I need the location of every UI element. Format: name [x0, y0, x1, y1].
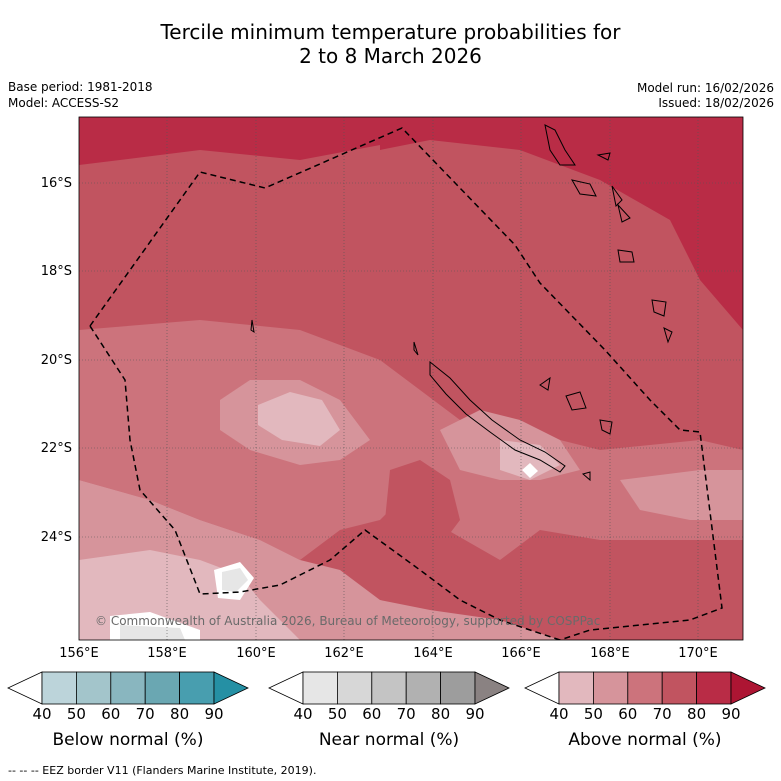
colorbar-cell [110, 671, 146, 705]
colorbar-cell [696, 671, 732, 705]
colorbar-tick-label: 90 [204, 705, 224, 723]
colorbar-tick-label: 80 [687, 705, 707, 723]
colorbar-cell [661, 671, 698, 705]
colorbar-high-arrow [213, 671, 249, 705]
lon-tick-160e: 160°E [236, 646, 276, 661]
lon-tick-166e: 166°E [501, 646, 541, 661]
colorbar-cell [302, 671, 338, 705]
colorbar-tick-label: 40 [293, 705, 313, 723]
colorbar-tick-label: 70 [396, 705, 416, 723]
lon-tick-170e: 170°E [678, 646, 718, 661]
lat-tick-18s: 18°S [40, 264, 72, 279]
issued-date: Issued: 18/02/2026 [658, 96, 774, 110]
lon-tick-156e: 156°E [59, 646, 99, 661]
colorbar-low-arrow [268, 671, 304, 705]
colorbar-cell [440, 671, 476, 705]
map-title-line1: Tercile minimum temperature probabilitie… [160, 20, 621, 44]
eez-border [89, 127, 723, 640]
coastlines [250, 124, 673, 482]
colorbar-tick-label: 50 [66, 705, 86, 723]
colorbar-tick-label: 70 [135, 705, 155, 723]
lon-tick-164e: 164°E [413, 646, 453, 661]
colorbar-group [7, 671, 766, 705]
colorbar-tick-label: 60 [362, 705, 382, 723]
lat-tick-24s: 24°S [40, 530, 72, 545]
colorbar-cell [627, 671, 663, 705]
lon-tick-162e: 162°E [324, 646, 364, 661]
map-frame [78, 116, 744, 641]
colorbar-tick-label: 50 [583, 705, 603, 723]
colorbar-tick-label: 90 [721, 705, 741, 723]
colorbar-cell [144, 671, 180, 705]
colorbar-tick-label: 40 [549, 705, 569, 723]
colorbar-cell [41, 671, 77, 705]
colorbar-title: Below normal (%) [52, 730, 204, 750]
colorbar-tick-label: 60 [618, 705, 638, 723]
probability-fields [79, 117, 743, 640]
colorbar-tick-label: 80 [431, 705, 451, 723]
colorbar-cell [179, 671, 215, 705]
colorbar-cell [76, 671, 112, 705]
model-name: Model: ACCESS-S2 [8, 96, 120, 110]
colorbar-tick-label: 90 [465, 705, 485, 723]
map-title-line2: 2 to 8 March 2026 [299, 44, 482, 68]
graticule [79, 117, 743, 640]
colorbar-high-arrow [474, 671, 510, 705]
lon-tick-168e: 168°E [590, 646, 630, 661]
lon-tick-158e: 158°E [147, 646, 187, 661]
lat-tick-20s: 20°S [40, 353, 72, 368]
model-run: Model run: 16/02/2026 [636, 81, 774, 95]
colorbar-cell [593, 671, 629, 705]
base-period: Base period: 1981-2018 [8, 80, 153, 94]
colorbar-low-arrow [7, 671, 43, 705]
colorbar-cell [405, 671, 442, 705]
colorbar-title: Near normal (%) [318, 730, 460, 750]
colorbar-title: Above normal (%) [568, 730, 722, 750]
colorbar-cell [558, 671, 594, 705]
colorbar-cell [371, 671, 407, 705]
colorbar-tick-label: 70 [652, 705, 672, 723]
colorbar-tick-label: 50 [327, 705, 347, 723]
colorbar-high-arrow [730, 671, 766, 705]
colorbar-cell [336, 671, 373, 705]
lat-tick-22s: 22°S [40, 441, 72, 456]
copyright-notice: © Commonwealth of Australia 2026, Bureau… [95, 614, 601, 628]
colorbar-tick-label: 60 [101, 705, 121, 723]
colorbar-low-arrow [524, 671, 560, 705]
lat-tick-16s: 16°S [40, 176, 72, 191]
colorbar-tick-label: 80 [170, 705, 190, 723]
colorbar-tick-label: 40 [32, 705, 52, 723]
eez-legend-footer: -- -- -- EEZ border V11 (Flanders Marine… [8, 764, 317, 777]
